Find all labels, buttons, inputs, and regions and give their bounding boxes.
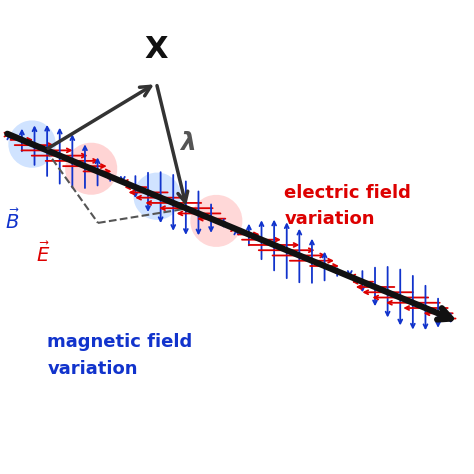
Text: $\vec{B}$: $\vec{B}$ (5, 208, 20, 233)
Ellipse shape (9, 120, 56, 168)
Text: λ: λ (180, 131, 196, 155)
Ellipse shape (134, 173, 181, 220)
Text: electric field
variation: electric field variation (284, 184, 411, 228)
Text: $\vec{E}$: $\vec{E}$ (36, 241, 50, 266)
Text: X: X (145, 35, 168, 64)
Ellipse shape (65, 143, 117, 195)
Ellipse shape (190, 195, 242, 247)
Text: magnetic field
variation: magnetic field variation (47, 333, 192, 378)
